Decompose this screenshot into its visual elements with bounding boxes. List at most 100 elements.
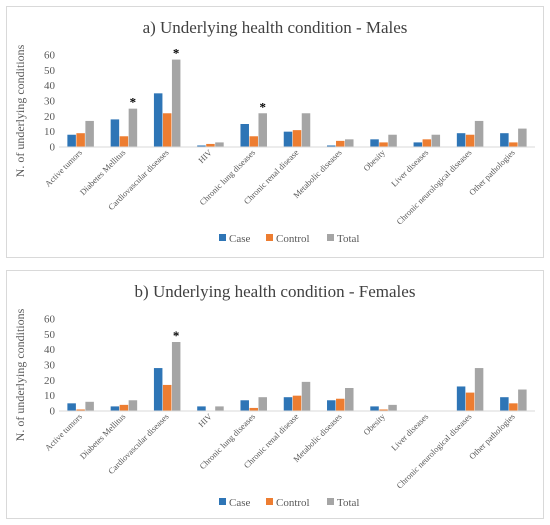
- bar-total-chronic-lung-diseases: [258, 113, 267, 147]
- bar-total-chronic-neurological-diseases: [474, 368, 484, 411]
- bar-case-diabetes-mellitus: [110, 406, 120, 411]
- legend-swatch-case: [219, 234, 226, 241]
- bar-case-active-tumors: [67, 134, 76, 147]
- bar-control-obesity: [379, 409, 388, 411]
- y-tick-label: 10: [44, 390, 56, 402]
- legend-label-case: Case: [229, 497, 251, 509]
- legend-label-control: Control: [276, 233, 310, 245]
- x-tick-label: Liver diseases: [389, 411, 430, 452]
- bar-total-chronic-renal-disease: [301, 113, 311, 147]
- bar-total-obesity: [388, 134, 397, 147]
- y-axis-label: N. of underlying conditions: [13, 308, 27, 441]
- x-tick-label: Obesity: [361, 411, 387, 437]
- bar-total-diabetes-mellitus: [128, 400, 138, 411]
- bar-case-active-tumors: [67, 403, 76, 411]
- bar-total-hiv: [215, 142, 224, 147]
- y-tick-label: 0: [50, 406, 56, 418]
- bar-control-chronic-lung-diseases: [249, 136, 258, 147]
- x-tick-label: Active tumors: [43, 411, 84, 452]
- y-tick-label: 0: [50, 142, 56, 154]
- chart-panel-females: b) Underlying health condition - Females…: [6, 270, 544, 519]
- bar-control-cardiovascular-diseases: [162, 384, 172, 411]
- bar-case-cardiovascular-diseases: [153, 368, 163, 411]
- bar-total-chronic-neurological-diseases: [474, 120, 484, 147]
- y-tick-label: 50: [44, 329, 56, 341]
- y-tick-label: 30: [44, 360, 56, 372]
- bar-control-other-pathologies: [509, 403, 518, 411]
- significance-marker: *: [259, 99, 266, 114]
- bar-case-diabetes-mellitus: [110, 119, 120, 147]
- legend-swatch-control: [266, 498, 273, 505]
- bar-control-metabolic-diseases: [336, 140, 345, 147]
- bar-control-chronic-neurological-diseases: [465, 392, 475, 411]
- x-tick-label: Other pathologies: [467, 411, 517, 461]
- legend-swatch-control: [266, 234, 273, 241]
- y-axis-label: N. of underlying conditions: [13, 44, 27, 177]
- bar-case-other-pathologies: [500, 133, 509, 147]
- bar-total-diabetes-mellitus: [128, 108, 138, 147]
- x-tick-label: Active tumors: [43, 147, 84, 188]
- bar-case-other-pathologies: [500, 397, 509, 411]
- bar-control-hiv: [206, 143, 215, 147]
- chart-panel-males: a) Underlying health condition - Males N.…: [6, 6, 544, 258]
- x-tick-label: HIV: [196, 147, 214, 165]
- legend-label-control: Control: [276, 497, 310, 509]
- bar-control-diabetes-mellitus: [119, 136, 129, 147]
- y-tick-label: 10: [44, 126, 56, 138]
- bar-case-hiv: [197, 145, 206, 147]
- chart-title: b) Underlying health condition - Females: [135, 282, 416, 301]
- bar-control-active-tumors: [76, 409, 85, 411]
- bar-case-chronic-lung-diseases: [240, 400, 249, 411]
- bar-total-other-pathologies: [518, 389, 527, 411]
- bar-case-chronic-neurological-diseases: [456, 133, 466, 147]
- bar-control-obesity: [379, 142, 388, 147]
- legend-label-total: Total: [337, 497, 359, 509]
- bar-case-cardiovascular-diseases: [153, 93, 163, 147]
- legend-label-case: Case: [229, 233, 251, 245]
- bar-control-diabetes-mellitus: [119, 404, 129, 411]
- bar-control-chronic-lung-diseases: [249, 407, 258, 411]
- bar-total-liver-diseases: [431, 134, 441, 147]
- bar-control-metabolic-diseases: [336, 398, 345, 411]
- bar-control-chronic-renal-disease: [292, 130, 302, 147]
- bar-case-metabolic-diseases: [327, 400, 336, 411]
- legend-swatch-total: [327, 498, 334, 505]
- bar-total-active-tumors: [85, 401, 94, 411]
- bar-case-chronic-lung-diseases: [240, 124, 249, 147]
- bar-total-chronic-renal-disease: [301, 381, 311, 411]
- bar-case-chronic-renal-disease: [283, 131, 293, 147]
- legend: Case Control Total: [219, 497, 359, 509]
- x-tick-label: HIV: [196, 411, 214, 429]
- chart-males: a) Underlying health condition - Males N.…: [13, 18, 535, 245]
- bar-control-chronic-neurological-diseases: [465, 134, 475, 147]
- chart-females: b) Underlying health condition - Females…: [13, 282, 535, 509]
- significance-marker: *: [173, 46, 180, 61]
- bar-control-chronic-renal-disease: [292, 395, 302, 411]
- bar-total-metabolic-diseases: [345, 388, 354, 411]
- y-tick-label: 20: [44, 111, 56, 123]
- bar-total-cardiovascular-diseases: [171, 342, 181, 411]
- x-tick-label: Obesity: [361, 147, 387, 173]
- bar-total-obesity: [388, 404, 397, 411]
- y-tick-label: 60: [44, 314, 56, 326]
- bar-case-metabolic-diseases: [327, 145, 336, 147]
- bar-total-chronic-lung-diseases: [258, 397, 267, 411]
- x-tick-label: Chronic neurological diseases: [394, 411, 473, 490]
- significance-marker: *: [130, 95, 137, 110]
- bar-total-other-pathologies: [518, 128, 527, 147]
- bar-control-other-pathologies: [509, 142, 518, 147]
- bar-total-active-tumors: [85, 120, 94, 147]
- bar-case-hiv: [197, 406, 206, 411]
- y-tick-label: 40: [44, 344, 56, 356]
- x-tick-label: Diabetes Mellitus: [78, 147, 128, 197]
- bar-case-liver-diseases: [413, 142, 423, 147]
- legend-label-total: Total: [337, 233, 359, 245]
- y-tick-label: 50: [44, 65, 56, 77]
- bar-total-cardiovascular-diseases: [171, 59, 181, 147]
- x-tick-label: Liver diseases: [389, 147, 430, 188]
- bar-total-hiv: [215, 406, 224, 411]
- y-tick-label: 60: [44, 50, 56, 62]
- bar-case-obesity: [370, 139, 379, 147]
- x-tick-label: Other pathologies: [467, 147, 517, 197]
- bar-control-active-tumors: [76, 133, 85, 147]
